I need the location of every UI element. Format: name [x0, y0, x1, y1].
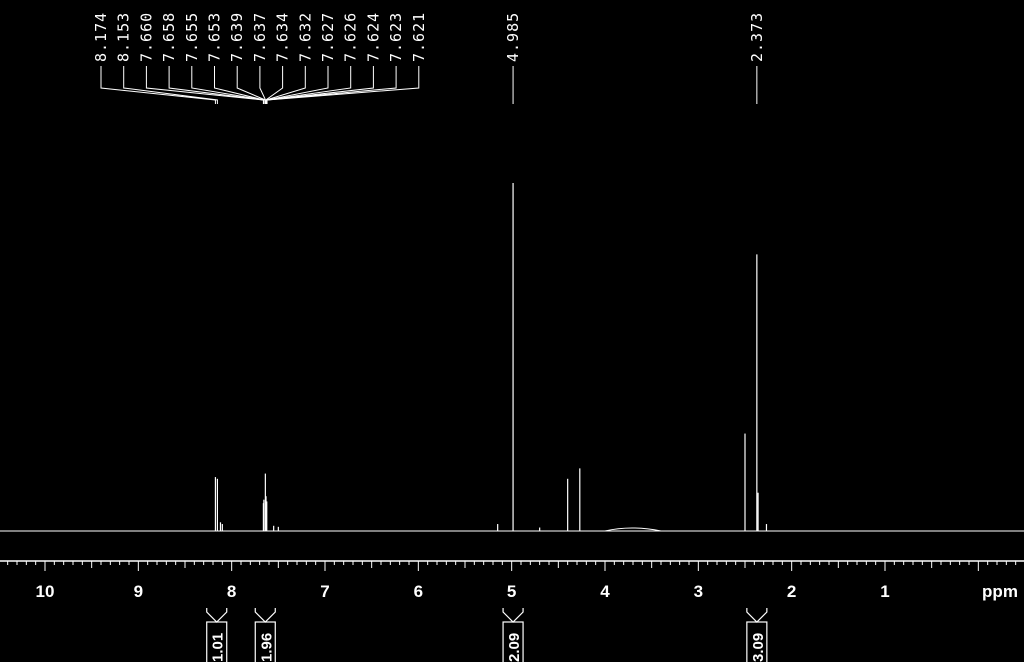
peak-label: 7.623 — [387, 12, 405, 62]
integral-box — [502, 621, 524, 662]
peak-label: 7.658 — [160, 12, 178, 62]
peak-label-leader — [100, 66, 216, 104]
peak-label: 7.624 — [364, 12, 382, 62]
peak-label: 2.373 — [748, 12, 766, 62]
peak-label: 8.174 — [92, 12, 110, 62]
peak-label-leader — [266, 66, 420, 104]
x-tick-label: 6 — [414, 582, 423, 601]
peak-label: 4.985 — [504, 12, 522, 62]
peak-label-leader — [214, 66, 265, 104]
x-tick-label: 3 — [694, 582, 703, 601]
integral-box — [746, 621, 768, 662]
x-axis-unit-label: ppm — [982, 582, 1018, 601]
peak-label: 7.621 — [410, 12, 428, 62]
peak-label: 7.627 — [319, 12, 337, 62]
peak-label: 7.634 — [274, 12, 292, 62]
spectrum-group — [0, 183, 1024, 532]
integral-group: 1.01 1.96 2.09 3.09 — [206, 608, 768, 662]
peak-label: 7.660 — [137, 12, 155, 62]
x-axis: 10 9 8 7 6 5 4 3 2 1 ppm — [0, 560, 1024, 601]
integral-value: 1.01 — [210, 633, 227, 662]
x-tick-label: 4 — [600, 582, 610, 601]
peak-label-group: 8.174 8.153 7.660 7.658 7.655 7.653 7.639 7.637… — [92, 12, 766, 104]
peak-label: 7.639 — [228, 12, 246, 62]
integral-box — [206, 621, 228, 662]
spectrum-broad-hump — [604, 527, 662, 532]
integral-value: 3.09 — [750, 633, 767, 662]
peak-label: 7.653 — [206, 12, 224, 62]
x-tick-label: 5 — [507, 582, 516, 601]
integral-value: 2.09 — [506, 633, 523, 662]
x-tick-label: 1 — [880, 582, 889, 601]
x-tick-label: 7 — [320, 582, 329, 601]
peak-label: 7.637 — [251, 12, 269, 62]
peak-label: 7.626 — [342, 12, 360, 62]
x-tick-label: 9 — [134, 582, 143, 601]
integral-box — [254, 621, 276, 662]
x-tick-label: 2 — [787, 582, 796, 601]
x-tick-label: 10 — [36, 582, 55, 601]
peak-label: 7.632 — [296, 12, 314, 62]
x-tick-label: 8 — [227, 582, 236, 601]
integral-value: 1.96 — [258, 633, 275, 662]
peak-label-leader — [123, 66, 218, 104]
peak-label: 8.153 — [115, 12, 133, 62]
peak-label: 7.655 — [183, 12, 201, 62]
